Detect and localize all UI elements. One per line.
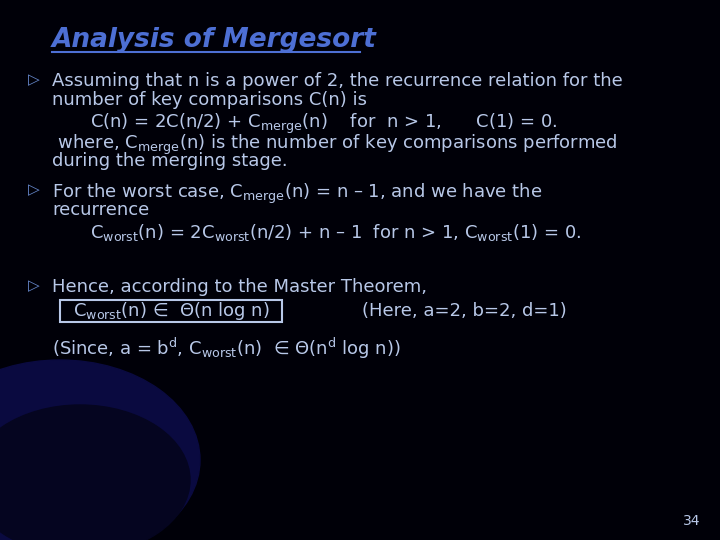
Text: ▷: ▷ [28, 182, 40, 197]
Text: number of key comparisons C(n) is: number of key comparisons C(n) is [52, 91, 367, 109]
Ellipse shape [0, 405, 190, 540]
Text: C(n) = 2C(n/2) + C$_{\mathregular{merge}}$(n)    for  n > 1,      C(1) = 0.: C(n) = 2C(n/2) + C$_{\mathregular{merge}… [90, 112, 557, 136]
Ellipse shape [0, 360, 200, 540]
Text: where, C$_{\mathregular{merge}}$(n) is the number of key comparisons performed: where, C$_{\mathregular{merge}}$(n) is t… [52, 133, 618, 157]
Text: Analysis of Mergesort: Analysis of Mergesort [52, 27, 377, 53]
Text: ▷: ▷ [28, 278, 40, 293]
Text: ▷: ▷ [28, 72, 40, 87]
Text: (Here, a=2, b=2, d=1): (Here, a=2, b=2, d=1) [362, 302, 567, 320]
Text: recurrence: recurrence [52, 201, 149, 219]
Text: C$_{\mathregular{worst}}$(n) ∈  Θ(n log n): C$_{\mathregular{worst}}$(n) ∈ Θ(n log n… [73, 300, 269, 322]
Text: Hence, according to the Master Theorem,: Hence, according to the Master Theorem, [52, 278, 427, 296]
Text: 34: 34 [683, 514, 700, 528]
Text: during the merging stage.: during the merging stage. [52, 152, 287, 170]
Bar [60, 300, 282, 322]
Text: Assuming that n is a power of 2, the recurrence relation for the: Assuming that n is a power of 2, the rec… [52, 72, 623, 90]
Text: (Since, a = b$^{\mathregular{d}}$, C$_{\mathregular{worst}}$(n)  ∈ Θ(n$^{\mathre: (Since, a = b$^{\mathregular{d}}$, C$_{\… [52, 336, 400, 361]
Text: C$_{\mathregular{worst}}$(n) = 2C$_{\mathregular{worst}}$(n/2) + n – 1  for n > : C$_{\mathregular{worst}}$(n) = 2C$_{\mat… [90, 222, 582, 243]
Text: For the worst case, C$_{\mathregular{merge}}$(n) = n – 1, and we have the: For the worst case, C$_{\mathregular{mer… [52, 182, 542, 206]
